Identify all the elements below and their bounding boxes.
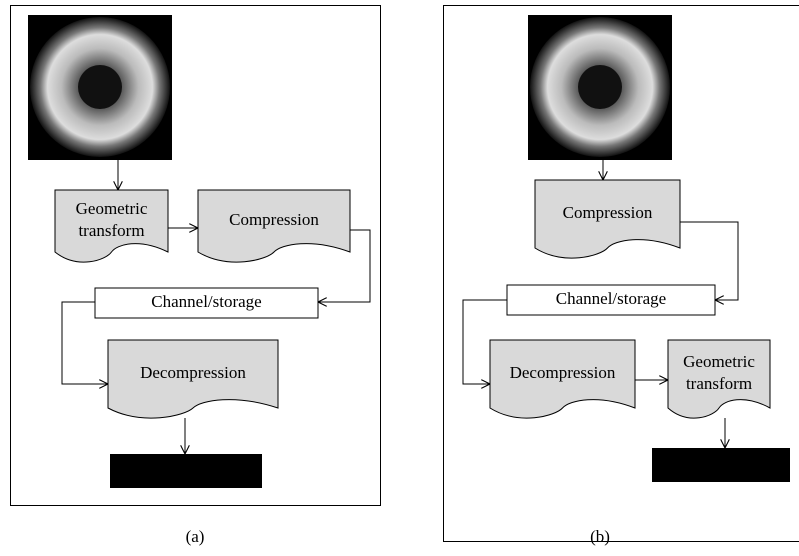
node-label: Channel/storage [556,289,666,308]
node-label: Output image [674,454,767,473]
node: Geometric transform [54,189,169,263]
panel-caption: (a) [186,527,205,546]
fisheye-image [528,15,672,160]
node-label: Compression [563,203,653,222]
node-label: Output image [139,460,232,479]
document-shape [54,189,169,263]
node: Geometric transform [667,339,771,419]
node: Channel/storage [94,287,319,319]
fisheye-image [28,15,172,160]
node-label: Decompression [510,363,616,382]
node: Decompression [107,339,279,419]
output-box [652,448,790,482]
arrows [61,160,739,454]
node-label: Decompression [140,363,246,382]
document-shape [197,189,351,263]
output-box [110,454,262,488]
node: Compression [197,189,351,263]
node: Compression [534,179,681,259]
document-shape [107,339,279,419]
node-label: Geometric [683,352,755,371]
node: Output image [652,448,790,482]
node: Output image [110,454,262,488]
node: Decompression [489,339,636,419]
document-shape [489,339,636,419]
node: Channel/storage [506,284,716,316]
document-shape [667,339,771,419]
node-label: Channel/storage [151,292,261,311]
node-label: Compression [229,210,319,229]
panel-caption: (b) [590,527,610,546]
document-shape [534,179,681,259]
process-box [506,284,716,316]
process-box [94,287,319,319]
node-label: transform [78,221,144,240]
node-label: Geometric [76,199,148,218]
node-label: transform [686,374,752,393]
